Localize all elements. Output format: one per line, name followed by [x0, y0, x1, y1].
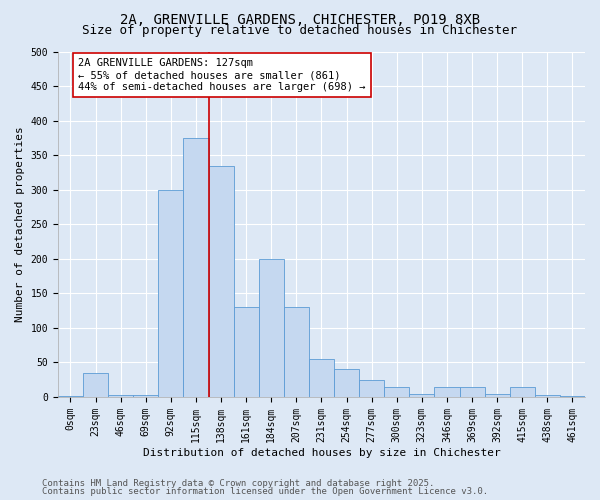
Bar: [334, 370, 359, 397]
Bar: [284, 307, 309, 397]
Text: 2A GRENVILLE GARDENS: 127sqm
← 55% of detached houses are smaller (861)
44% of s: 2A GRENVILLE GARDENS: 127sqm ← 55% of de…: [78, 58, 365, 92]
Bar: [409, 394, 434, 397]
Bar: [560, 396, 585, 397]
Text: Contains public sector information licensed under the Open Government Licence v3: Contains public sector information licen…: [42, 488, 488, 496]
Bar: [460, 386, 485, 397]
Bar: [233, 307, 259, 397]
Bar: [58, 396, 83, 397]
Bar: [83, 373, 108, 397]
Bar: [535, 395, 560, 397]
Bar: [485, 394, 510, 397]
Bar: [158, 190, 184, 397]
Bar: [184, 138, 209, 397]
X-axis label: Distribution of detached houses by size in Chichester: Distribution of detached houses by size …: [143, 448, 500, 458]
Bar: [359, 380, 384, 397]
Y-axis label: Number of detached properties: Number of detached properties: [15, 126, 25, 322]
Bar: [108, 395, 133, 397]
Text: 2A, GRENVILLE GARDENS, CHICHESTER, PO19 8XB: 2A, GRENVILLE GARDENS, CHICHESTER, PO19 …: [120, 12, 480, 26]
Bar: [384, 386, 409, 397]
Bar: [133, 395, 158, 397]
Text: Size of property relative to detached houses in Chichester: Size of property relative to detached ho…: [83, 24, 517, 37]
Text: Contains HM Land Registry data © Crown copyright and database right 2025.: Contains HM Land Registry data © Crown c…: [42, 479, 434, 488]
Bar: [309, 359, 334, 397]
Bar: [259, 259, 284, 397]
Bar: [209, 166, 233, 397]
Bar: [510, 386, 535, 397]
Bar: [434, 386, 460, 397]
